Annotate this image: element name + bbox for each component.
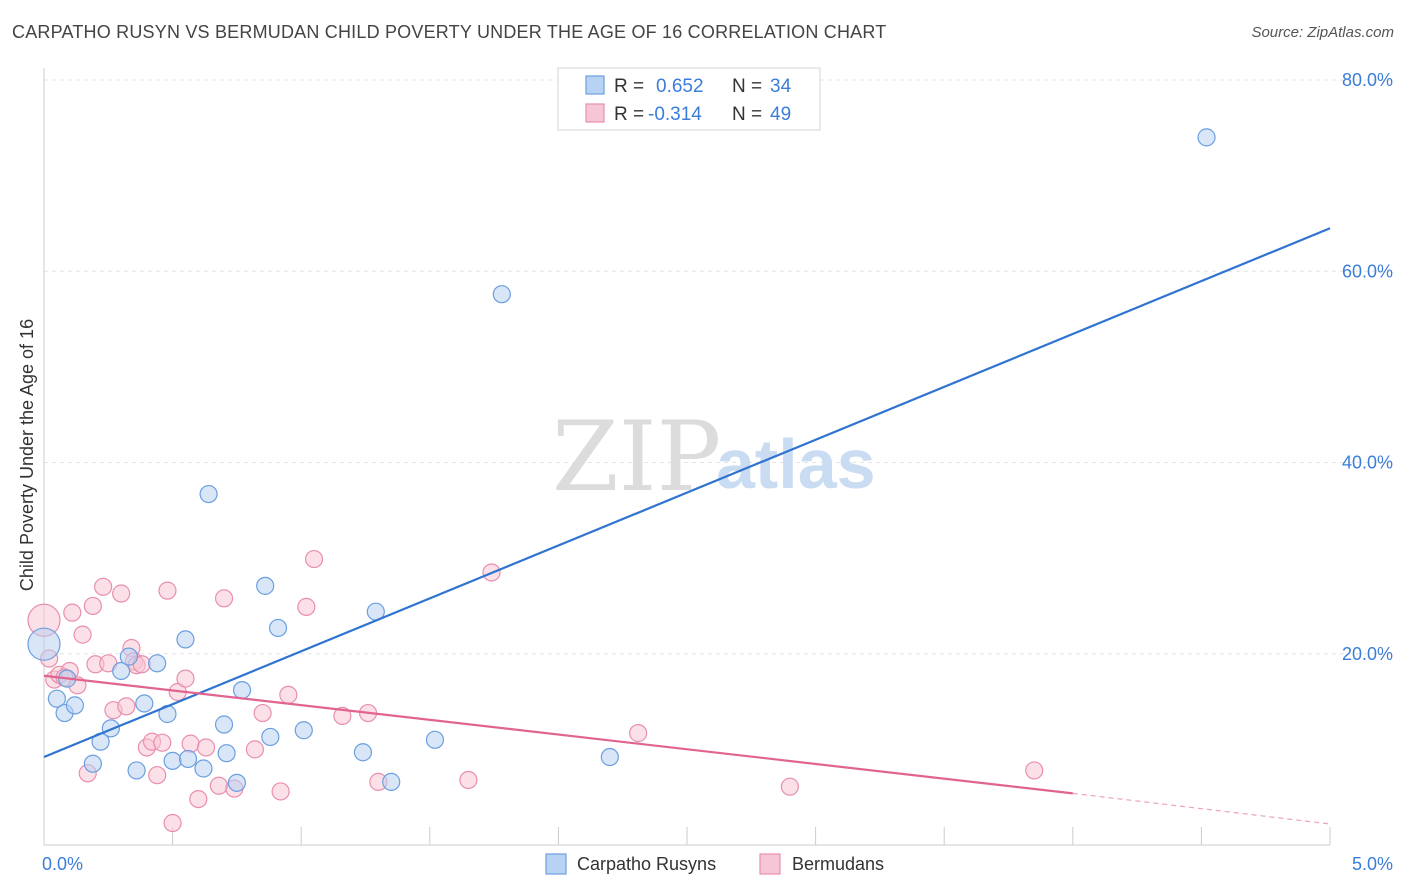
legend-n-value-1: 49 xyxy=(770,104,791,125)
bermudans-point-8 xyxy=(83,596,102,616)
watermark-zip: ZIP xyxy=(552,401,721,513)
bermudans-point-26 xyxy=(176,669,195,688)
bermudans-point-42 xyxy=(629,724,648,743)
legend-n-value-0: 34 xyxy=(770,76,792,97)
bermudans-point-22 xyxy=(153,733,172,752)
axes xyxy=(43,68,1331,846)
bottom-legend: Carpatho Rusyns Bermudans xyxy=(545,853,884,875)
carpatho-rusyns-point-19 xyxy=(214,715,234,734)
y-tick-labels: 20.0% 40.0% 60.0% 80.0% xyxy=(1342,70,1393,664)
carpatho-rusyns-point-30 xyxy=(425,730,445,749)
legend-r-label-0: R = xyxy=(614,76,644,97)
carpatho-rusyns-point-16 xyxy=(178,749,198,769)
bermudans-point-23 xyxy=(158,581,177,600)
carpatho-rusyns-point-20 xyxy=(217,744,236,763)
carpatho-rusyns-point-33 xyxy=(1197,128,1216,147)
carpatho-rusyns-point-23 xyxy=(256,576,275,595)
carpatho-rusyns-point-24 xyxy=(261,727,280,747)
bermudans-point-33 xyxy=(271,782,290,801)
legend-r-value-1: -0.314 xyxy=(648,104,702,125)
carpatho-rusyns-point-26 xyxy=(294,721,313,740)
carpatho-rusyns-trend-line xyxy=(43,227,1331,759)
bermudans-trend-extension xyxy=(1072,792,1331,825)
carpatho-rusyns-point-7 xyxy=(101,719,120,738)
carpatho-rusyns-point-25 xyxy=(268,618,288,638)
carpatho-rusyns-point-10 xyxy=(127,761,146,780)
bermudans-point-35 xyxy=(297,597,316,616)
carpatho-rusyns-point-1 xyxy=(47,689,66,708)
x-tick-min: 0.0% xyxy=(42,854,83,874)
bermudans-point-44 xyxy=(1025,761,1044,780)
carpatho-rusyns-point-22 xyxy=(232,680,252,700)
bermudans-point-21 xyxy=(148,766,167,785)
bermudans-point-13 xyxy=(112,584,131,603)
carpatho-rusyns-point-21 xyxy=(227,773,246,792)
bermudans-point-6 xyxy=(73,625,92,644)
y-axis-label: Child Poverty Under the Age of 16 xyxy=(17,319,37,591)
legend-r-value-0: 0.652 xyxy=(656,76,704,97)
bottom-legend-label-carpatho: Carpatho Rusyns xyxy=(577,854,716,874)
carpatho-rusyns-point-0 xyxy=(27,627,61,661)
legend-n-label-1: N = xyxy=(732,104,762,125)
carpatho-rusyns-point-12 xyxy=(148,654,167,673)
carpatho-rusyns-points xyxy=(27,128,1216,792)
carpatho-rusyns-point-4 xyxy=(65,696,84,715)
bermudans-point-43 xyxy=(780,777,799,796)
bermudans-point-27 xyxy=(189,789,208,809)
source-label: Source: ZipAtlas.com xyxy=(1251,24,1394,41)
bermudans-point-5 xyxy=(63,603,82,622)
carpatho-rusyns-point-18 xyxy=(199,484,218,504)
trend-lines xyxy=(43,227,1331,825)
bermudans-point-34 xyxy=(279,685,298,704)
y-tick-label-1: 40.0% xyxy=(1342,453,1393,473)
carpatho-rusyns-point-11 xyxy=(135,694,154,713)
bermudans-point-48 xyxy=(196,738,216,757)
bermudans-point-40 xyxy=(459,770,478,790)
bermudans-point-29 xyxy=(214,589,234,608)
bermudans-point-24 xyxy=(163,813,182,833)
carpatho-rusyns-point-27 xyxy=(353,743,373,762)
carpatho-rusyns-point-32 xyxy=(600,747,619,767)
gridlines xyxy=(44,79,1393,655)
bermudans-point-37 xyxy=(333,706,352,726)
legend-swatch-bermudans xyxy=(585,103,605,123)
bermudans-point-32 xyxy=(253,703,272,723)
bermudans-point-28 xyxy=(209,776,228,795)
bottom-legend-swatch-carpatho xyxy=(545,853,567,875)
carpatho-rusyns-point-9 xyxy=(119,647,138,666)
carpatho-rusyns-point-5 xyxy=(83,754,102,773)
carpatho-rusyns-point-15 xyxy=(176,630,195,649)
bermudans-point-47 xyxy=(181,734,200,753)
legend-n-label-0: N = xyxy=(732,76,762,97)
bermudans-point-10 xyxy=(94,577,113,596)
bottom-legend-label-bermudans: Bermudans xyxy=(792,854,884,874)
legend-r-label-1: R = xyxy=(614,104,644,125)
bermudans-point-14 xyxy=(117,697,136,716)
x-tick-max: 5.0% xyxy=(1352,854,1393,874)
bermudans-point-36 xyxy=(304,549,324,569)
carpatho-rusyns-point-14 xyxy=(163,751,182,770)
carpatho-rusyns-point-17 xyxy=(194,759,213,778)
carpatho-rusyns-point-29 xyxy=(382,772,401,791)
watermark-atlas: atlas xyxy=(716,425,876,503)
carpatho-rusyns-point-8 xyxy=(112,661,131,681)
y-tick-label-3: 80.0% xyxy=(1342,70,1393,90)
y-tick-label-0: 20.0% xyxy=(1342,644,1393,664)
y-tick-label-2: 60.0% xyxy=(1342,261,1393,281)
legend-box: R = 0.652 N = 34 R = -0.314 N = 49 xyxy=(557,67,821,131)
bermudans-point-31 xyxy=(245,740,265,759)
bottom-legend-swatch-bermudans xyxy=(759,853,781,875)
bermudans-trend-line xyxy=(43,674,1073,795)
chart-title: CARPATHO RUSYN VS BERMUDAN CHILD POVERTY… xyxy=(12,22,887,42)
carpatho-rusyns-point-31 xyxy=(492,285,511,304)
legend-swatch-carpatho xyxy=(585,75,605,95)
